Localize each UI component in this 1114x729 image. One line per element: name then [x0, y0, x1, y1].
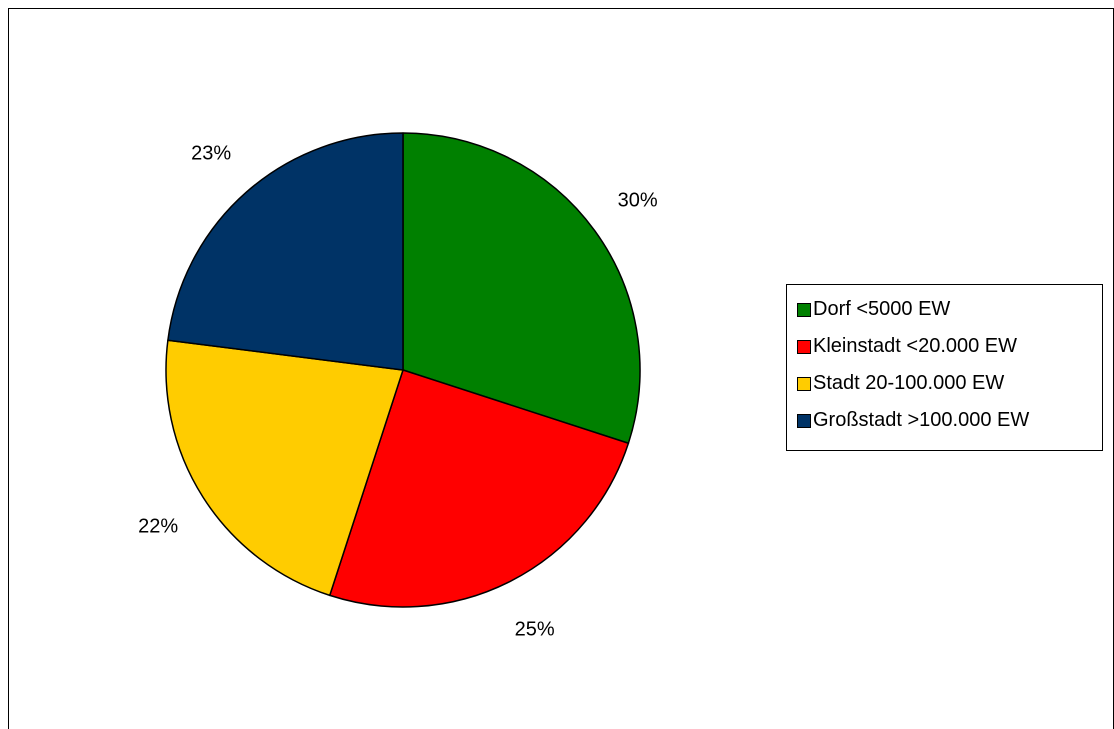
- slice-value-label-dorf: 30%: [618, 190, 658, 212]
- legend: Dorf <5000 EW Kleinstadt <20.000 EW Stad…: [786, 284, 1103, 451]
- legend-label-stadt: Stadt 20-100.000 EW: [813, 372, 1005, 394]
- legend-item-stadt: Stadt 20-100.000 EW: [797, 365, 1102, 402]
- pie-slice-kleinstadt: [329, 369, 630, 608]
- slice-value-label-stadt: 22%: [138, 515, 178, 537]
- pie-slice-stadt: [165, 339, 404, 597]
- legend-swatch-stadt: [797, 376, 811, 391]
- legend-label-grossstadt: Großstadt >100.000 EW: [813, 409, 1030, 431]
- slice-value-label-kleinstadt: 25%: [515, 618, 555, 640]
- slice-value-label-grossstadt: 23%: [191, 143, 231, 165]
- legend-label-dorf: Dorf <5000 EW: [813, 298, 951, 320]
- legend-swatch-kleinstadt: [797, 339, 811, 354]
- legend-item-grossstadt: Großstadt >100.000 EW: [797, 402, 1102, 439]
- legend-item-kleinstadt: Kleinstadt <20.000 EW: [797, 328, 1102, 365]
- legend-item-dorf: Dorf <5000 EW: [797, 291, 1102, 328]
- pie-slice-dorf: [402, 132, 641, 444]
- pie-slice-grossstadt: [167, 132, 404, 371]
- legend-label-kleinstadt: Kleinstadt <20.000 EW: [813, 335, 1018, 357]
- legend-swatch-grossstadt: [797, 413, 811, 428]
- legend-swatch-dorf: [797, 302, 811, 317]
